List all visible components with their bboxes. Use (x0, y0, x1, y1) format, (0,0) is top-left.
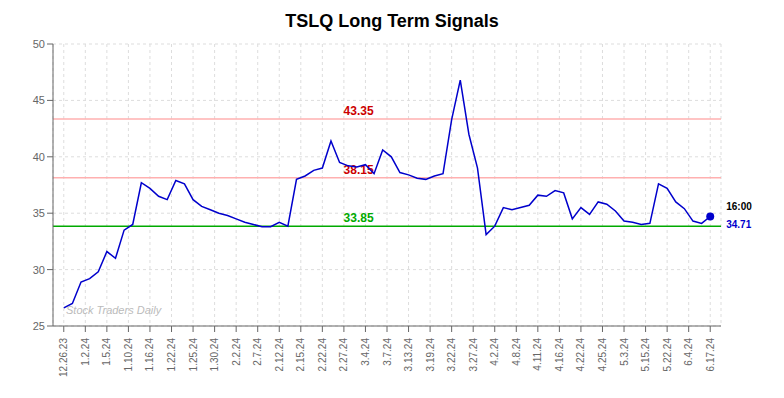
svg-text:30: 30 (33, 264, 45, 276)
svg-text:3.22.24: 3.22.24 (446, 338, 457, 372)
svg-text:4.22.24: 4.22.24 (575, 338, 586, 372)
svg-text:25: 25 (33, 320, 45, 332)
svg-text:6.17.24: 6.17.24 (705, 338, 716, 372)
html-text:TSLQ Long Term Signals: TSLQ Long Term Signals (285, 11, 499, 31)
svg-text:1.30.24: 1.30.24 (209, 338, 220, 372)
svg-text:3.19.24: 3.19.24 (425, 338, 436, 372)
svg-text:1.25.24: 1.25.24 (188, 338, 199, 372)
svg-text:3.4.24: 3.4.24 (360, 338, 371, 366)
svg-text:5.3.24: 5.3.24 (619, 338, 630, 366)
svg-text:33.85: 33.85 (344, 211, 374, 225)
svg-text:2.12.24: 2.12.24 (274, 338, 285, 372)
svg-text:4.8.24: 4.8.24 (511, 338, 522, 366)
svg-text:3.27.24: 3.27.24 (468, 338, 479, 372)
svg-text:43.35: 43.35 (344, 104, 374, 118)
svg-text:1.22.24: 1.22.24 (166, 338, 177, 372)
svg-text:16:00: 16:00 (726, 201, 752, 212)
svg-text:5.22.24: 5.22.24 (662, 338, 673, 372)
svg-text:4.2.24: 4.2.24 (489, 338, 500, 366)
svg-text:50: 50 (33, 38, 45, 50)
svg-text:2.22.24: 2.22.24 (317, 338, 328, 372)
svg-text:34.71: 34.71 (726, 219, 751, 230)
svg-text:35: 35 (33, 207, 45, 219)
svg-text:2.27.24: 2.27.24 (338, 338, 349, 372)
svg-text:4.16.24: 4.16.24 (554, 338, 565, 372)
html-text:Stock Traders Daily: Stock Traders Daily (66, 304, 162, 316)
svg-text:2.7.24: 2.7.24 (252, 338, 263, 366)
svg-text:3.7.24: 3.7.24 (382, 338, 393, 366)
svg-text:3.13.24: 3.13.24 (403, 338, 414, 372)
svg-text:1.2.24: 1.2.24 (80, 338, 91, 366)
svg-text:4.25.24: 4.25.24 (597, 338, 608, 372)
svg-text:2.2.24: 2.2.24 (231, 338, 242, 366)
svg-text:38.15: 38.15 (343, 162, 374, 177)
svg-text:5.15.24: 5.15.24 (640, 338, 651, 372)
svg-text:12.26.23: 12.26.23 (58, 338, 69, 377)
svg-text:1.16.24: 1.16.24 (144, 338, 155, 372)
svg-text:6.4.24: 6.4.24 (683, 338, 694, 366)
svg-text:40: 40 (33, 151, 45, 163)
svg-text:4.11.24: 4.11.24 (532, 338, 543, 371)
svg-text:45: 45 (33, 94, 45, 106)
svg-text:1.5.24: 1.5.24 (101, 338, 112, 366)
svg-text:2.15.24: 2.15.24 (295, 338, 306, 372)
svg-text:1.10.24: 1.10.24 (123, 338, 134, 372)
